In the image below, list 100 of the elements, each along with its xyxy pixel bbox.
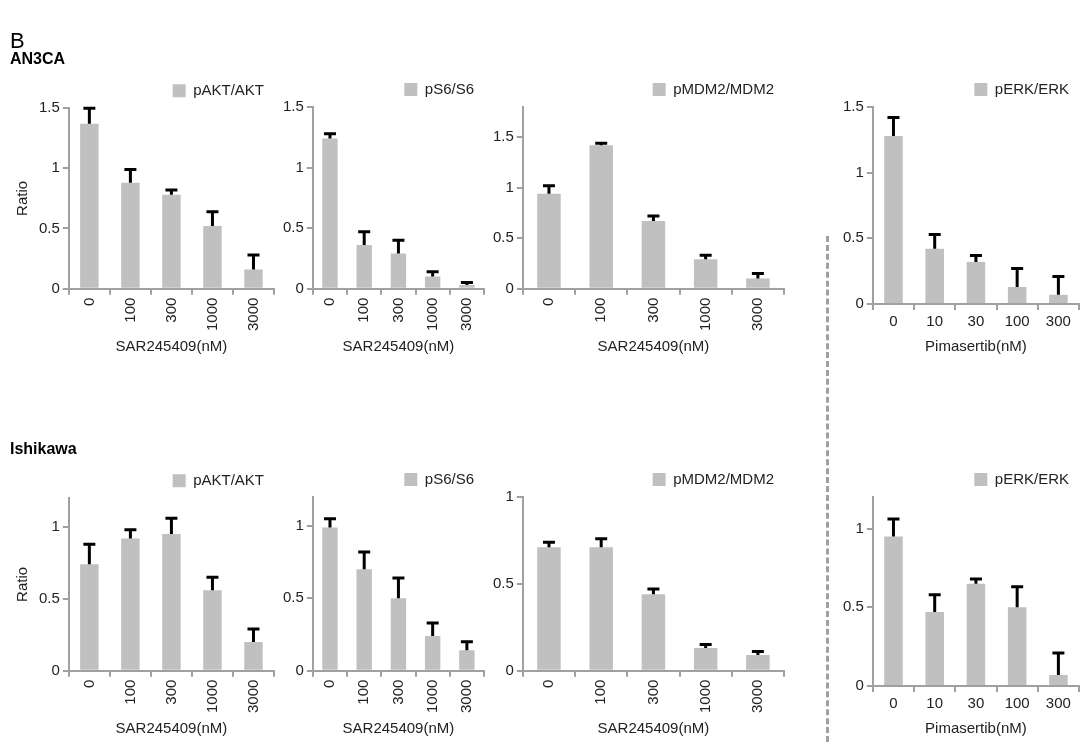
bar <box>121 538 140 670</box>
x-tick-label: 10 <box>926 694 944 712</box>
bar <box>641 221 666 288</box>
bar <box>459 285 475 288</box>
x-axis-title: Pimasertib(nM) <box>925 719 1027 737</box>
bar <box>746 278 770 288</box>
bar <box>390 253 407 288</box>
y-axis-title: Ratio <box>13 180 31 216</box>
y-tick-label: 0.5 <box>282 588 304 606</box>
x-tick-label: 0 <box>539 297 557 306</box>
bar <box>746 655 770 670</box>
bar <box>1007 286 1027 303</box>
x-tick-label: 100 <box>354 297 372 323</box>
x-tick-label: 100 <box>120 297 138 323</box>
y-tick-label: 1.5 <box>842 97 864 115</box>
x-tick-label: 300 <box>1045 694 1071 712</box>
bar <box>162 194 181 288</box>
x-tick-label: 1000 <box>422 297 440 332</box>
y-tick-label: 0.5 <box>38 218 60 236</box>
x-axis-title: SAR245409(nM) <box>115 337 228 355</box>
legend-label: pS6/S6 <box>424 79 475 97</box>
bar <box>693 648 718 670</box>
x-tick-label: 300 <box>1045 312 1071 330</box>
bar <box>424 635 441 670</box>
bar <box>80 564 99 670</box>
bar <box>203 226 222 288</box>
x-tick-label: 3000 <box>243 297 261 332</box>
bar <box>162 534 181 670</box>
x-tick-label: 0 <box>79 679 97 688</box>
bar <box>641 594 666 670</box>
y-tick-label: 0.5 <box>38 588 60 606</box>
bar <box>80 123 99 288</box>
x-tick-label: 300 <box>388 297 406 323</box>
bar <box>1007 607 1027 685</box>
bar <box>884 135 903 303</box>
y-tick-label: 1 <box>855 162 864 180</box>
x-tick-label: 1000 <box>695 679 713 714</box>
x-tick-label: 3000 <box>748 679 766 714</box>
x-tick-label: 300 <box>643 679 661 705</box>
x-tick-label: 100 <box>1004 694 1030 712</box>
x-axis-title: SAR245409(nM) <box>342 337 455 355</box>
legend-label: pMDM2/MDM2 <box>673 469 774 487</box>
y-tick-label: 1 <box>51 158 60 176</box>
y-tick-label: 1.5 <box>492 127 514 145</box>
x-tick-label: 3000 <box>457 679 475 714</box>
y-tick-label: 0.5 <box>282 218 304 236</box>
bar <box>424 276 441 288</box>
legend-label: pAKT/AKT <box>193 80 264 98</box>
legend-label: pERK/ERK <box>994 79 1070 97</box>
y-tick-label: 0.5 <box>842 228 864 246</box>
chart-title: Ishikawa <box>10 440 77 458</box>
y-tick-label: 0.5 <box>492 573 514 591</box>
y-tick-label: 1 <box>505 487 514 505</box>
x-tick-label: 300 <box>161 679 179 705</box>
legend-label: pS6/S6 <box>424 469 475 487</box>
y-tick-label: 1 <box>51 517 60 535</box>
y-axis-title: Ratio <box>13 566 31 602</box>
bar <box>390 598 407 670</box>
x-tick-label: 1000 <box>202 297 220 332</box>
x-tick-label: 100 <box>120 679 138 705</box>
legend-label: pAKT/AKT <box>193 470 264 488</box>
x-tick-label: 1000 <box>422 679 440 714</box>
x-axis-title: SAR245409(nM) <box>115 719 228 737</box>
bar <box>459 650 475 670</box>
y-tick-label: 1 <box>505 177 514 195</box>
bar <box>966 261 986 303</box>
y-tick-label: 0.5 <box>492 228 514 246</box>
bar <box>121 182 140 288</box>
x-tick-label: 30 <box>967 312 985 330</box>
x-tick-label: 3000 <box>748 297 766 332</box>
bar <box>1049 294 1068 303</box>
x-tick-label: 3000 <box>457 297 475 332</box>
x-tick-label: 3000 <box>243 679 261 714</box>
bar <box>244 269 263 288</box>
x-tick-label: 0 <box>79 297 97 306</box>
bar <box>322 138 338 288</box>
x-tick-label: 0 <box>320 679 338 688</box>
x-tick-label: 0 <box>889 312 898 330</box>
y-tick-label: 1 <box>295 516 304 534</box>
bar <box>589 145 613 288</box>
y-tick-label: 1 <box>295 157 304 175</box>
x-tick-label: 30 <box>967 694 985 712</box>
bar <box>203 590 222 670</box>
x-tick-label: 0 <box>539 679 557 688</box>
x-tick-label: 300 <box>643 297 661 323</box>
x-tick-label: 1000 <box>695 297 713 332</box>
x-tick-label: 100 <box>591 679 609 705</box>
x-tick-label: 300 <box>161 297 179 323</box>
x-tick-label: 0 <box>889 694 898 712</box>
x-tick-label: 300 <box>388 679 406 705</box>
legend-label: pMDM2/MDM2 <box>673 79 774 97</box>
bar <box>589 547 613 670</box>
bar <box>356 569 372 670</box>
x-tick-label: 100 <box>1004 312 1030 330</box>
chart-title: AN3CA <box>10 50 66 68</box>
text: B <box>10 28 25 53</box>
x-axis-title: SAR245409(nM) <box>597 337 710 355</box>
bar <box>693 259 718 288</box>
bar <box>322 527 338 670</box>
x-axis-title: SAR245409(nM) <box>342 719 455 737</box>
